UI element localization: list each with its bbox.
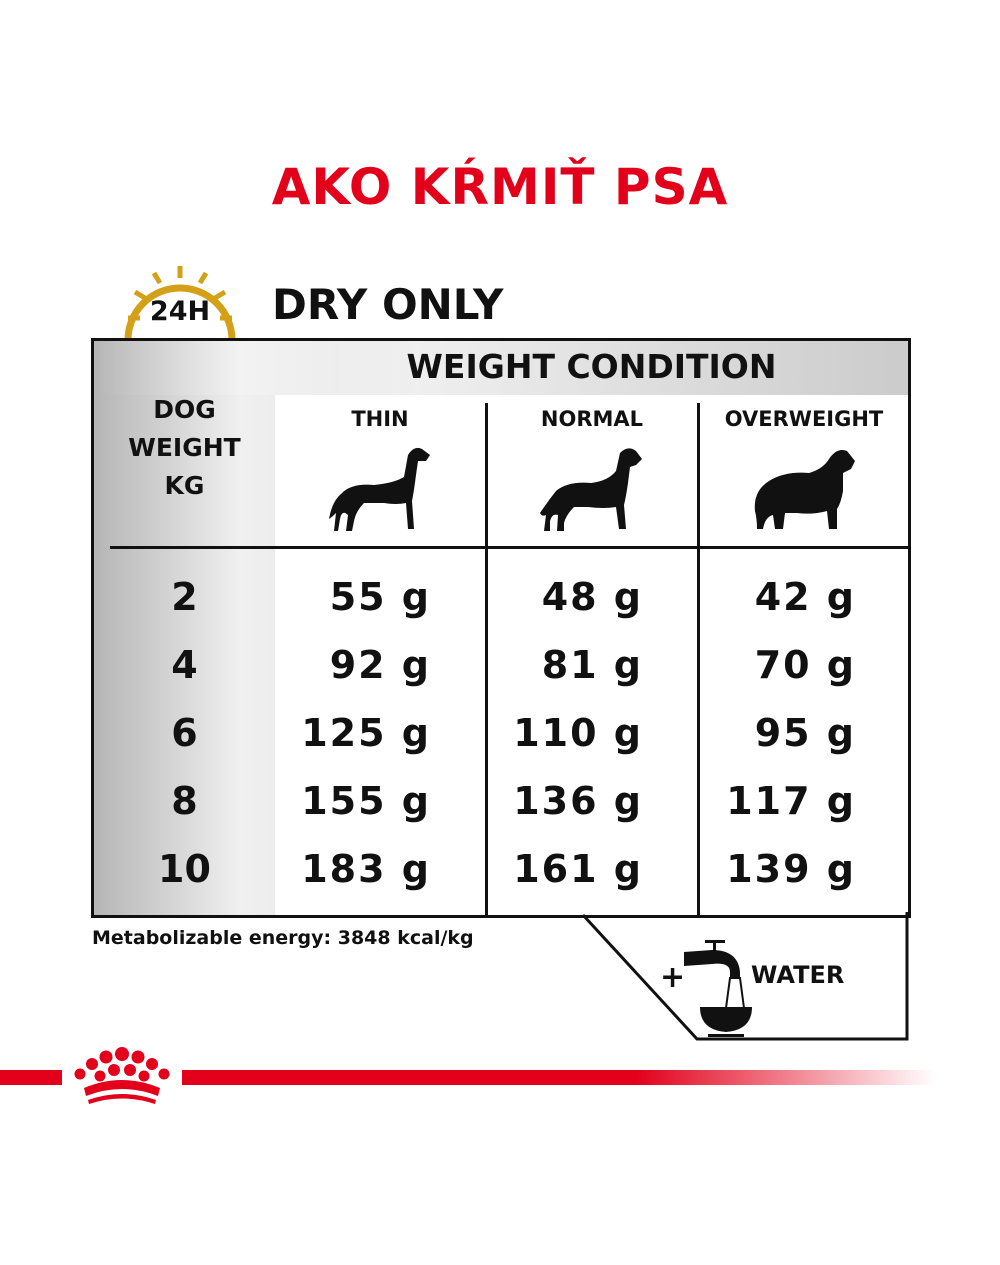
value-cell: 55 g xyxy=(329,575,431,619)
overweight-dog-icon xyxy=(754,450,855,529)
water-box xyxy=(581,912,909,1041)
value-cell: 70 g xyxy=(754,643,856,687)
dog-weight-cell: 4 xyxy=(171,643,198,687)
water-tap-bowl-icon xyxy=(684,940,752,1037)
plus-sign: + xyxy=(660,960,686,995)
header-band xyxy=(94,341,908,395)
column-divider xyxy=(697,403,700,915)
value-cell: 139 g xyxy=(726,847,856,891)
value-cell: 125 g xyxy=(301,711,431,755)
column-header-normal: NORMAL xyxy=(540,407,644,431)
24h-badge: 24H xyxy=(149,296,211,327)
row-header-text: DOG WEIGHT KG xyxy=(128,395,241,500)
royal-canin-crown-logo xyxy=(62,1042,182,1107)
value-cell: 48 g xyxy=(541,575,643,619)
column-divider xyxy=(485,403,488,915)
value-cell: 183 g xyxy=(301,847,431,891)
dog-weight-cell: 10 xyxy=(158,847,211,891)
page-title: AKO KŔMIŤ PSA xyxy=(271,158,729,216)
clock-icon xyxy=(124,266,236,341)
value-cell: 161 g xyxy=(513,847,643,891)
dog-weight-cell: 6 xyxy=(171,711,198,755)
brand-stripe xyxy=(0,1070,935,1085)
section-heading: DRY ONLY xyxy=(272,280,504,329)
column-header-thin: THIN xyxy=(351,407,409,431)
row-header: DOG WEIGHT KG xyxy=(94,391,275,505)
dog-weight-cell: 8 xyxy=(171,779,198,823)
energy-footnote: Metabolizable energy: 3848 kcal/kg xyxy=(92,927,474,949)
value-cell: 92 g xyxy=(329,643,431,687)
dog-weight-cell: 2 xyxy=(171,575,198,619)
column-header-overweight: OVERWEIGHT xyxy=(724,407,884,431)
normal-dog-icon xyxy=(540,448,642,531)
value-cell: 117 g xyxy=(726,779,856,823)
group-header: WEIGHT CONDITION xyxy=(406,347,777,386)
value-cell: 81 g xyxy=(541,643,643,687)
water-label: WATER xyxy=(751,961,845,989)
value-cell: 155 g xyxy=(301,779,431,823)
value-cell: 95 g xyxy=(754,711,856,755)
feeding-table: WEIGHT CONDITION DOG WEIGHT KG THIN NORM… xyxy=(91,338,911,918)
value-cell: 110 g xyxy=(513,711,643,755)
value-cell: 136 g xyxy=(513,779,643,823)
thin-dog-icon xyxy=(329,447,430,531)
value-cell: 42 g xyxy=(754,575,856,619)
header-divider xyxy=(110,546,908,549)
